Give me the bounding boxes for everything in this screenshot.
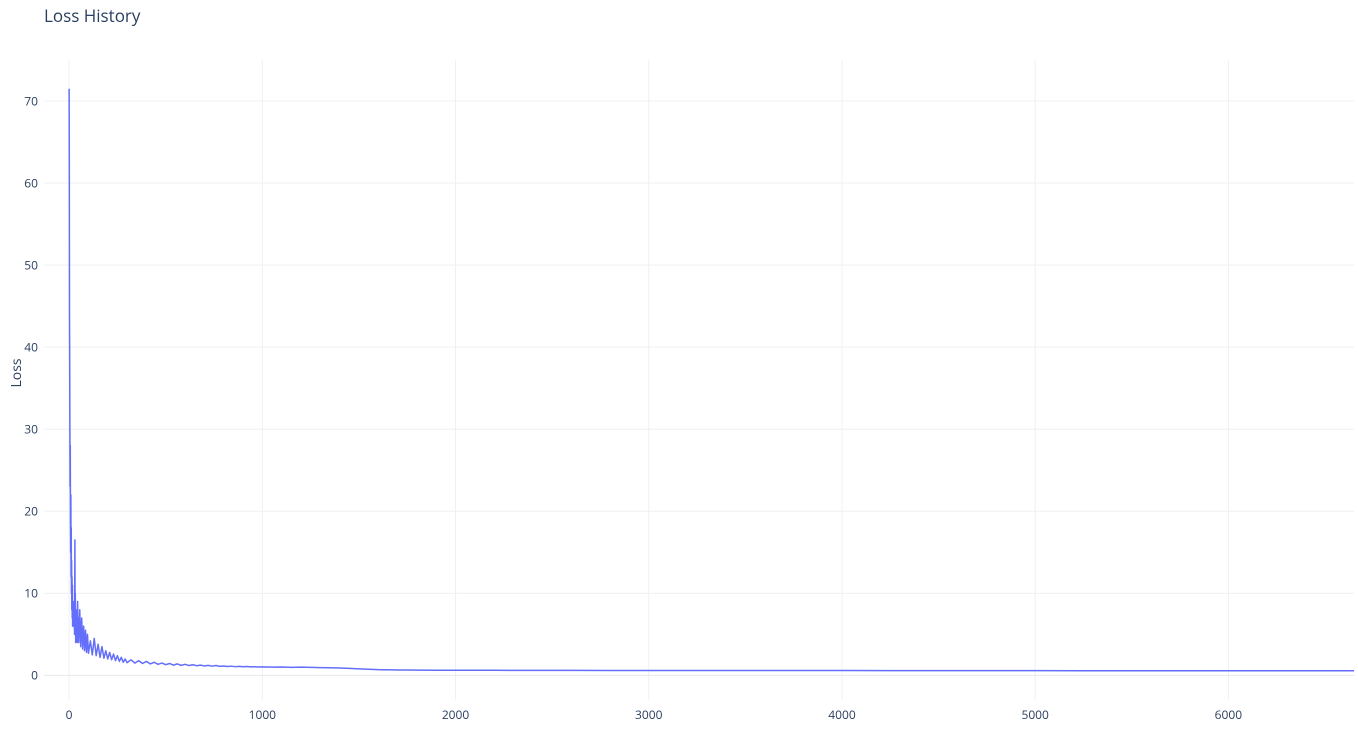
chart-container: Loss History Loss 0 1000 2000 3000 4000 5000 6… — [0, 0, 1358, 746]
y-tick-label: 10 — [24, 585, 38, 602]
x-tick-label: 1000 — [249, 706, 276, 723]
y-tick-label: 0 — [31, 667, 38, 684]
loss-line-chart[interactable] — [44, 60, 1354, 700]
y-tick-label: 50 — [24, 257, 38, 274]
y-axis-label: Loss — [7, 358, 26, 387]
y-tick-label: 70 — [24, 93, 38, 110]
x-tick-label: 5000 — [1021, 706, 1048, 723]
y-tick-label: 20 — [24, 503, 38, 520]
x-tick-label: 0 — [66, 706, 73, 723]
x-tick-label: 6000 — [1215, 706, 1242, 723]
x-tick-label: 3000 — [635, 706, 662, 723]
y-tick-label: 60 — [24, 175, 38, 192]
y-tick-label: 30 — [24, 421, 38, 438]
x-tick-label: 2000 — [442, 706, 469, 723]
x-tick-label: 4000 — [828, 706, 855, 723]
y-tick-label: 40 — [24, 339, 38, 356]
chart-title: Loss History — [44, 4, 140, 27]
